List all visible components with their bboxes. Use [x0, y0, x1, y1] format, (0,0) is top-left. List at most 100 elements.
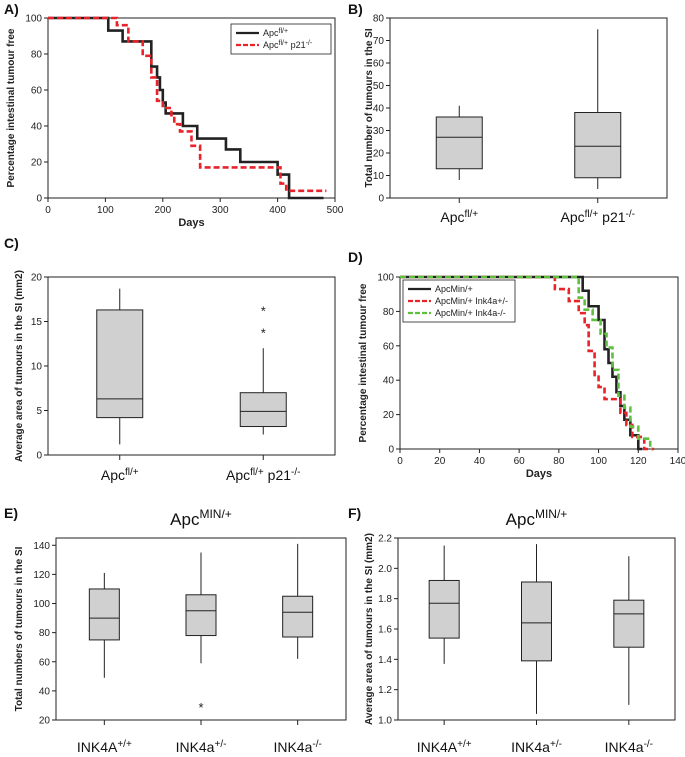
label-part: ApcMin/+	[435, 284, 473, 294]
y-tick-label: 100	[33, 599, 50, 610]
y-tick-label: 60	[373, 59, 385, 70]
x-tick-label: 120	[630, 456, 647, 467]
superscript: -/-	[306, 40, 313, 47]
y-tick-label: 100	[377, 273, 394, 284]
label-part: INK4A	[417, 739, 458, 755]
superscript: -/-	[312, 739, 321, 750]
y-tick-label: 70	[373, 36, 385, 47]
y-axis-label: Percentage intestinal tumour free	[6, 28, 17, 187]
superscript: +/-	[214, 739, 226, 750]
x-tick-label: 100	[590, 456, 607, 467]
y-tick-label: 140	[33, 541, 50, 552]
series-line-3	[400, 275, 653, 451]
plot-frame	[47, 276, 336, 456]
label-part: INK4a	[511, 739, 550, 755]
superscript: fl/+	[585, 209, 599, 220]
box-iqr	[435, 116, 483, 170]
y-tick-label: 2.0	[378, 564, 392, 575]
superscript: +/+	[457, 739, 472, 750]
superscript: fl/+	[465, 209, 479, 220]
legend-label: ApcMin/+ Ink4a+/-	[435, 296, 508, 306]
label-part: INK4a	[273, 739, 312, 755]
box-iqr	[239, 392, 287, 428]
x-axis-label: Days	[526, 468, 552, 480]
category-label: Apcfl/+	[440, 209, 478, 226]
box-iqr	[428, 579, 460, 639]
y-tick-label: 15	[31, 317, 43, 328]
panel-label: A)	[4, 1, 19, 17]
box-outlier: *	[261, 326, 266, 341]
y-tick-label: 0	[36, 194, 42, 205]
y-tick-label: 60	[383, 341, 395, 352]
category-label: Apcfl/+ p21-/-	[226, 467, 300, 484]
y-axis-label: Percentage intestinal tumour free	[358, 283, 369, 442]
panel-C: C) 0 5 10 15 20 Average area of tumours in the…	[4, 235, 336, 484]
y-tick-label: 60	[39, 657, 51, 668]
y-tick-label: 40	[31, 122, 43, 133]
box-outlier: *	[198, 700, 203, 715]
label-part: ApcMin/+ Ink4a-/-	[435, 308, 506, 318]
x-tick-label: 500	[327, 205, 344, 216]
box-outlier: *	[261, 303, 266, 318]
y-tick-label: 80	[31, 50, 43, 61]
y-tick-label: 20	[31, 158, 43, 169]
box-iqr	[185, 594, 217, 637]
label-part: p21	[598, 209, 625, 225]
y-tick-label: 1.8	[378, 594, 392, 605]
panel-title: ApcMIN/+	[506, 507, 568, 529]
label-part: Apc	[263, 28, 279, 38]
y-tick-label: 20	[373, 149, 385, 160]
box-iqr	[282, 595, 314, 638]
legend-box	[230, 23, 332, 55]
y-tick-label: 1.0	[378, 716, 392, 727]
box-iqr	[96, 309, 144, 419]
y-tick-label: 0	[378, 194, 384, 205]
label-part: Apc	[170, 510, 200, 529]
x-tick-label: 0	[397, 456, 403, 467]
category-label: INK4a-/-	[605, 739, 653, 756]
category-label: Apcfl/+	[101, 467, 139, 484]
x-tick-label: 80	[553, 456, 565, 467]
x-tick-label: 60	[514, 456, 526, 467]
y-tick-label: 40	[39, 686, 51, 697]
box-iqr	[521, 581, 552, 662]
category-label: INK4a+/-	[511, 739, 562, 756]
x-tick-label: 400	[269, 205, 286, 216]
x-tick-label: 200	[154, 205, 171, 216]
x-tick-label: 300	[212, 205, 229, 216]
y-tick-label: 0	[388, 445, 394, 456]
panel-B: B) 0 10 20 30 40 50 60 70 80 Total number of tumou…	[348, 1, 668, 226]
panel-label: C)	[4, 235, 19, 251]
legend-label: Apcfl/+	[263, 28, 288, 39]
legend-box	[402, 279, 516, 323]
superscript: +/-	[550, 739, 562, 750]
legend-label: ApcMin/+	[435, 284, 473, 294]
label-part: p21	[288, 40, 306, 50]
category-label: Apcfl/+ p21-/-	[561, 209, 635, 226]
y-tick-label: 5	[36, 406, 42, 417]
label-part: p21	[264, 467, 291, 483]
y-tick-label: 10	[373, 171, 385, 182]
label-part: Apc	[440, 209, 464, 225]
y-tick-label: 10	[31, 362, 43, 373]
box-iqr	[574, 112, 622, 179]
y-tick-label: 80	[39, 628, 51, 639]
x-axis-label: Days	[178, 217, 204, 229]
y-tick-label: 40	[373, 104, 385, 115]
plot-frame	[47, 17, 336, 199]
plot-frame	[389, 17, 668, 199]
superscript: fl/+	[250, 467, 264, 478]
y-tick-label: 1.2	[378, 685, 392, 696]
y-tick-label: 20	[39, 716, 51, 727]
superscript: MIN/+	[535, 507, 567, 521]
label-part: INK4a	[605, 739, 644, 755]
label-part: INK4a	[176, 739, 215, 755]
label-part: INK4A	[77, 739, 118, 755]
label-part: ApcMin/+ Ink4a+/-	[435, 296, 508, 306]
y-axis-label: Average area of tumours in the SI (mm2)	[364, 533, 375, 725]
y-axis-label: Total numbers of tumours in the SI	[14, 546, 25, 711]
label-part: Apc	[263, 40, 279, 50]
superscript: fl/+	[125, 467, 139, 478]
x-tick-label: 140	[670, 456, 685, 467]
